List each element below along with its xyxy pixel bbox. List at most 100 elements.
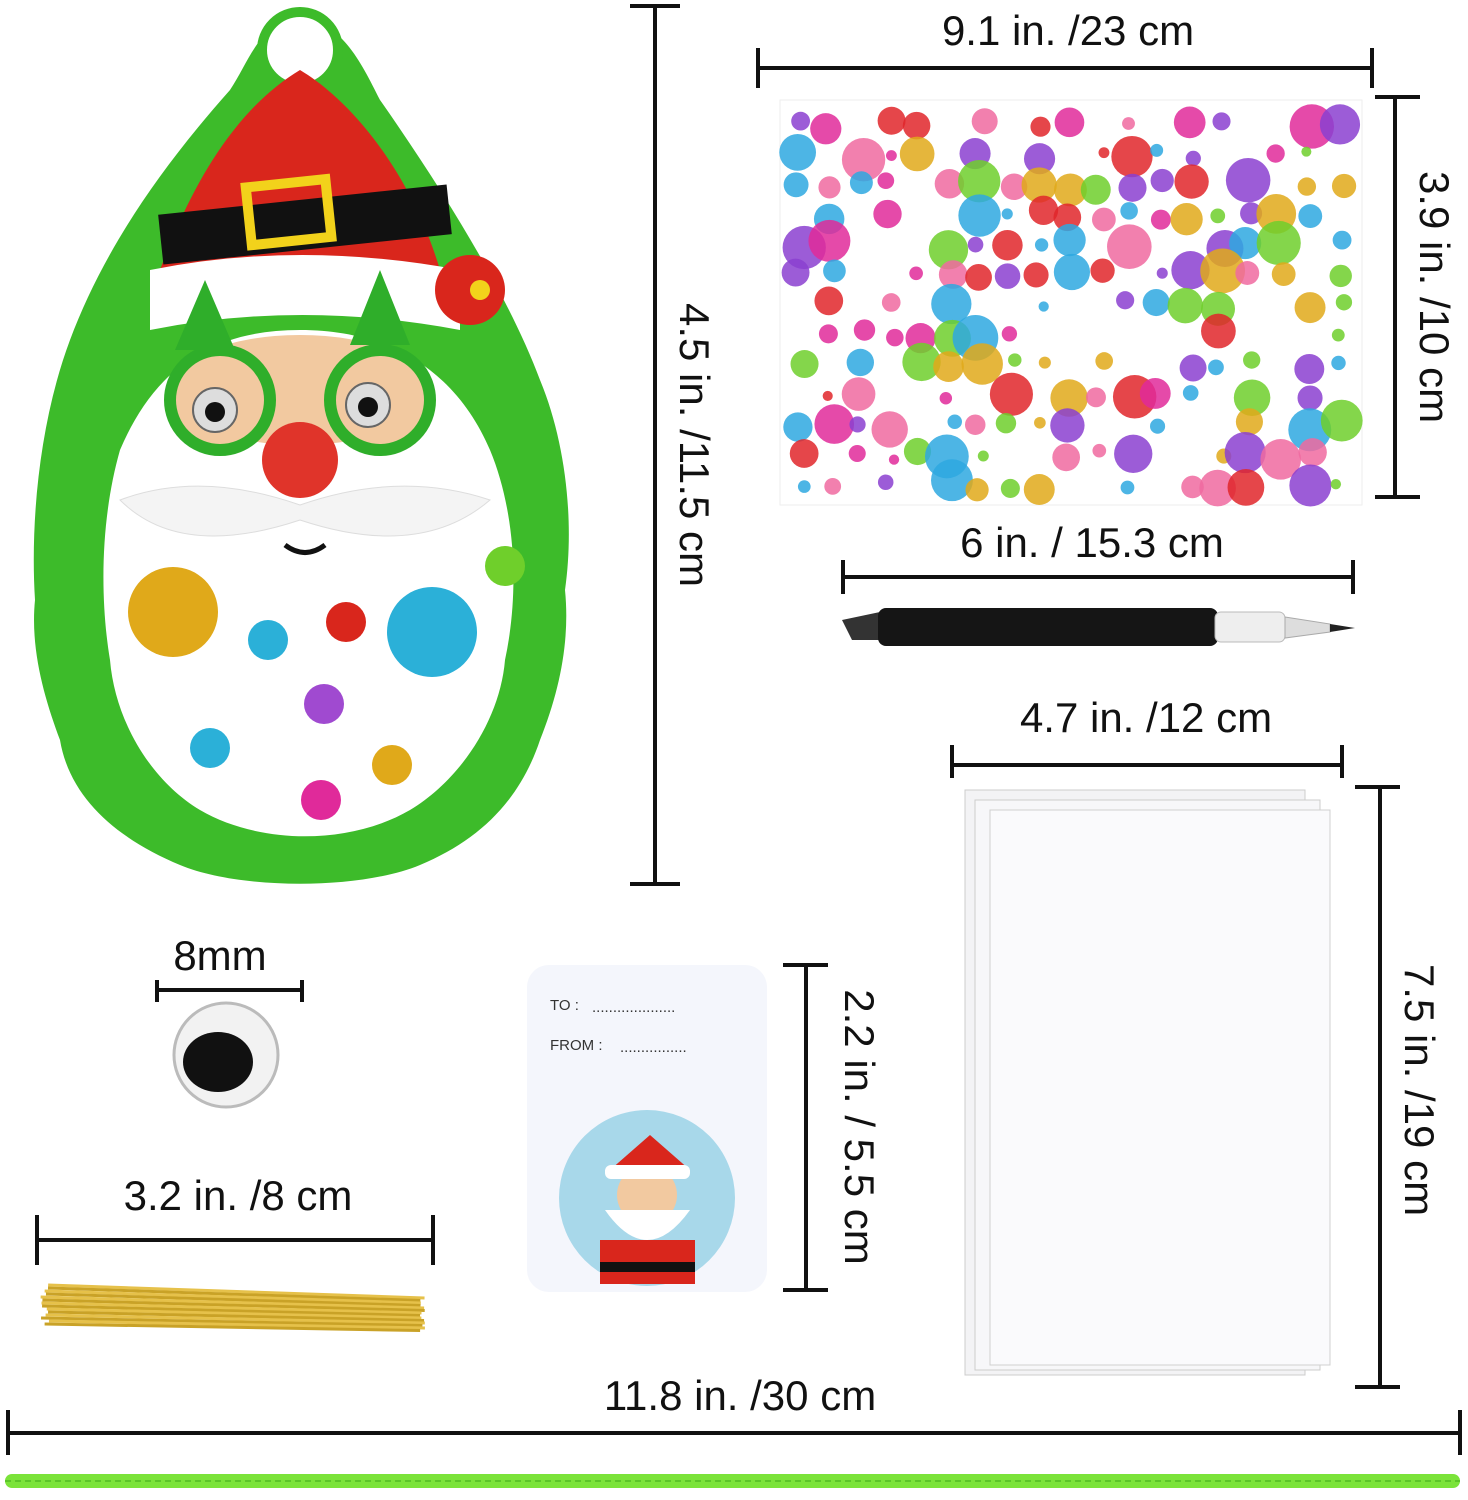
twist-tie bbox=[48, 1283, 425, 1300]
gem-sticker bbox=[1150, 143, 1164, 157]
gem-sticker bbox=[1185, 150, 1201, 167]
gem-sticker bbox=[1023, 262, 1049, 288]
gem-sticker bbox=[1114, 434, 1153, 473]
twist-tie bbox=[44, 1322, 421, 1332]
gem-sticker bbox=[841, 138, 886, 182]
twist-tie bbox=[45, 1313, 425, 1325]
gem-sticker bbox=[873, 199, 902, 229]
twist-tie bbox=[41, 1316, 423, 1327]
gem-sticker bbox=[1034, 416, 1046, 429]
gift-tag: TO : .................... FROM : .......… bbox=[527, 965, 767, 1292]
gem-sticker bbox=[1091, 207, 1116, 232]
twist-tie bbox=[42, 1298, 425, 1312]
gem-sticker bbox=[1298, 438, 1327, 467]
santa-ornament bbox=[33, 7, 569, 884]
twist-tie bbox=[48, 1319, 425, 1330]
rope-length-label: 11.8 in. /30 cm bbox=[604, 1372, 876, 1419]
gold-twist-ties bbox=[40, 1283, 425, 1332]
gem-sticker bbox=[1331, 173, 1357, 199]
gem-sticker bbox=[933, 351, 964, 382]
pen-length-label: 6 in. / 15.3 cm bbox=[960, 519, 1224, 566]
gem-sticker bbox=[1001, 326, 1018, 342]
gem-sticker bbox=[934, 169, 965, 199]
gem-sticker bbox=[1331, 355, 1346, 371]
gem-sticker bbox=[1208, 359, 1224, 376]
gem-sticker bbox=[1038, 356, 1051, 369]
gem-sticker bbox=[1120, 480, 1135, 495]
gem-sticker bbox=[1200, 248, 1246, 294]
gem-sticker bbox=[1212, 112, 1231, 131]
gem-sticker bbox=[814, 404, 855, 444]
twist-tie-dimension: 3.2 in. /8 cm bbox=[35, 1172, 435, 1265]
gem-sticker bbox=[902, 111, 931, 140]
tag-to-label: TO : bbox=[550, 997, 579, 1014]
gem-sticker bbox=[1294, 354, 1325, 384]
gem-sticker bbox=[877, 106, 906, 135]
gem-sticker bbox=[1142, 289, 1170, 317]
gem-sticker bbox=[1120, 202, 1138, 220]
gem-sticker bbox=[849, 171, 873, 195]
gem-sticker bbox=[1023, 143, 1056, 175]
gem-sticker bbox=[1000, 173, 1028, 201]
twist-tie bbox=[42, 1304, 421, 1317]
gem-sticker bbox=[967, 236, 984, 253]
bag-height-dimension: 7.5 in. /19 cm bbox=[1355, 785, 1443, 1389]
gem-sticker bbox=[1319, 104, 1361, 145]
gem-sticker bbox=[1240, 202, 1263, 225]
gem-sticker bbox=[1122, 117, 1135, 130]
gem-sticker bbox=[1150, 209, 1171, 230]
twist-tie bbox=[45, 1292, 421, 1307]
tag-from-label: FROM : bbox=[550, 1037, 603, 1054]
gem-sticker bbox=[822, 390, 833, 401]
gem-sticker bbox=[1227, 469, 1265, 506]
sticker-height-label: 3.9 in. /10 cm bbox=[1411, 171, 1458, 423]
gem-sticker bbox=[1243, 351, 1261, 369]
gem-sticker bbox=[1095, 352, 1114, 370]
sticker-height-dimension: 3.9 in. /10 cm bbox=[1375, 95, 1458, 499]
gem-sticker bbox=[1116, 291, 1135, 310]
twist-tie-label: 3.2 in. /8 cm bbox=[124, 1172, 353, 1219]
gem-sticker bbox=[939, 392, 953, 405]
gem-sticker bbox=[1080, 174, 1111, 205]
bag-width-label: 4.7 in. /12 cm bbox=[1020, 694, 1272, 741]
gem-sticker bbox=[909, 266, 923, 281]
gem-sticker bbox=[1331, 328, 1345, 342]
gem-sticker bbox=[888, 454, 900, 465]
gem-sticker bbox=[1294, 292, 1326, 324]
gem-sticker bbox=[1156, 267, 1168, 279]
gem-sticker bbox=[971, 108, 998, 135]
gem-sticker bbox=[1001, 208, 1013, 220]
gem-sticker bbox=[1090, 258, 1115, 283]
gem-sticker bbox=[1107, 224, 1152, 270]
gem-sticker bbox=[1297, 385, 1323, 411]
gem-sticker bbox=[1181, 475, 1204, 499]
tag-to-dots: .................... bbox=[592, 999, 675, 1016]
gem-sticker bbox=[1028, 195, 1059, 225]
gem-sticker bbox=[1201, 313, 1236, 349]
googly-eye bbox=[172, 1001, 280, 1109]
gem-sticker bbox=[1235, 408, 1263, 436]
gem-sticker bbox=[931, 283, 972, 325]
gem-sticker bbox=[810, 113, 842, 145]
gem-sticker bbox=[1298, 204, 1323, 229]
gem-sticker bbox=[1030, 116, 1051, 137]
rope-length-dimension: 11.8 in. /30 cm bbox=[6, 1372, 1462, 1455]
gem-sticker bbox=[877, 172, 895, 190]
gem-sticker bbox=[1111, 135, 1153, 178]
gem-sticker bbox=[1330, 478, 1342, 490]
gem-sticker bbox=[1150, 418, 1166, 434]
gem-sticker bbox=[1320, 399, 1363, 442]
gem-sticker bbox=[1256, 220, 1301, 266]
gem-sticker bbox=[1054, 107, 1085, 138]
gem-sticker bbox=[1210, 208, 1226, 224]
gem-sticker bbox=[818, 324, 838, 344]
twist-tie bbox=[44, 1289, 421, 1305]
gem-sticker bbox=[1098, 147, 1110, 159]
gem-sticker bbox=[824, 477, 842, 495]
gem-sticker bbox=[808, 219, 851, 262]
gem-sticker bbox=[1021, 167, 1057, 203]
gem-sticker bbox=[877, 474, 894, 490]
gem-sticker bbox=[1233, 379, 1271, 416]
eye-size-dimension: 8mm bbox=[155, 932, 304, 1002]
gem-sticker bbox=[1170, 203, 1203, 236]
